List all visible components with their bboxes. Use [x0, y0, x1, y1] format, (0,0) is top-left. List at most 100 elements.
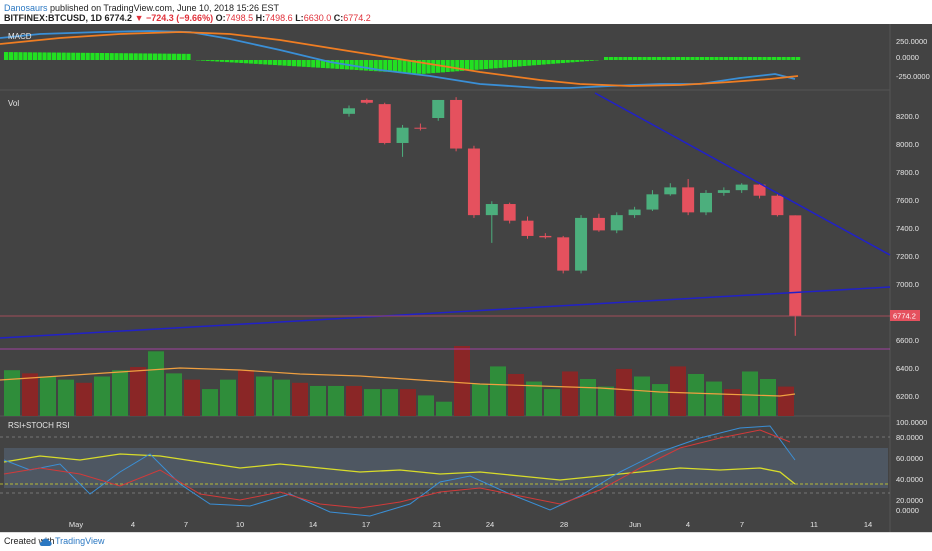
- price-axis-tick: 7000.0: [896, 280, 919, 289]
- volume-bar-up: [544, 389, 560, 416]
- macd-histogram-bar: [743, 57, 747, 60]
- macd-histogram-bar: [114, 53, 118, 60]
- volume-bar-up: [40, 377, 56, 417]
- date-axis-tick: 24: [486, 520, 494, 529]
- rsi-axis-tick: 40.0000: [896, 475, 923, 484]
- volume-bar-up: [634, 377, 650, 417]
- bullish-candle: [611, 215, 623, 230]
- volume-bar-up: [436, 402, 452, 416]
- macd-histogram-bar: [738, 57, 742, 60]
- date-axis-tick: 14: [864, 520, 872, 529]
- macd-histogram-bar: [306, 60, 310, 67]
- macd-histogram-bar: [62, 53, 66, 60]
- high-value: 7498.6: [265, 13, 293, 23]
- macd-histogram-bar: [52, 53, 56, 60]
- macd-histogram-bar: [297, 60, 301, 67]
- volume-bar-up: [112, 370, 128, 416]
- macd-histogram-bar: [618, 57, 622, 60]
- macd-histogram-bar: [786, 57, 790, 60]
- macd-histogram-bar: [426, 60, 430, 74]
- price-axis-tick: 7600.0: [896, 196, 919, 205]
- descending-trendline: [595, 93, 890, 255]
- open-value: 7498.5: [226, 13, 254, 23]
- bullish-candle: [700, 193, 712, 212]
- low-value: 6630.0: [304, 13, 332, 23]
- tradingview-logo-text[interactable]: TradingView: [55, 536, 105, 546]
- volume-bar-down: [76, 383, 92, 416]
- macd-histogram-bar: [767, 57, 771, 60]
- macd-histogram-bar: [527, 60, 531, 66]
- volume-bar-down: [238, 370, 254, 416]
- macd-histogram-bar: [556, 60, 560, 63]
- rsi-pane-label: RSI+STOCH RSI: [8, 421, 69, 430]
- macd-histogram-bar: [580, 60, 584, 62]
- macd-histogram-bar: [172, 54, 176, 60]
- bearish-candle: [789, 215, 801, 315]
- date-axis-tick: 10: [236, 520, 244, 529]
- macd-histogram-bar: [758, 57, 762, 60]
- macd-histogram-bar: [762, 57, 766, 60]
- volume-bar-down: [562, 371, 578, 416]
- macd-histogram-bar: [566, 60, 570, 63]
- volume-bar-down: [184, 380, 200, 416]
- macd-histogram-bar: [686, 57, 690, 60]
- macd-histogram-bar: [138, 53, 142, 60]
- price-axis-tick: 6600.0: [896, 336, 919, 345]
- macd-histogram-bar: [484, 60, 488, 69]
- date-axis-tick: 7: [184, 520, 188, 529]
- date-axis-tick: 28: [560, 520, 568, 529]
- volume-bar-down: [454, 346, 470, 416]
- macd-histogram-bar: [407, 60, 411, 73]
- chart-canvas[interactable]: 250.00000.0000-250.00008200.08000.07800.…: [0, 24, 932, 532]
- date-axis-tick: 17: [362, 520, 370, 529]
- volume-bar-up: [418, 395, 434, 416]
- macd-histogram-bar: [676, 57, 680, 60]
- volume-bar-down: [724, 389, 740, 416]
- macd-histogram-bar: [177, 54, 181, 60]
- bearish-candle: [557, 237, 569, 270]
- macd-histogram-bar: [182, 54, 186, 60]
- bullish-candle: [397, 128, 409, 143]
- volume-bar-down: [130, 367, 146, 416]
- macd-histogram-bar: [95, 53, 99, 60]
- macd-histogram-bar: [354, 60, 358, 70]
- macd-axis-tick: -250.0000: [896, 72, 930, 81]
- macd-axis-tick: 250.0000: [896, 37, 927, 46]
- price-axis-tick: 7200.0: [896, 252, 919, 261]
- macd-histogram-bar: [628, 57, 632, 60]
- macd-histogram-bar: [666, 57, 670, 60]
- macd-histogram-bar: [359, 60, 363, 70]
- macd-histogram-bar: [719, 57, 723, 60]
- macd-histogram-bar: [47, 52, 51, 60]
- bearish-candle: [468, 149, 480, 216]
- macd-histogram-bar: [153, 54, 157, 60]
- volume-bar-up: [310, 386, 326, 416]
- macd-histogram-bar: [105, 53, 109, 60]
- date-axis-tick: 14: [309, 520, 317, 529]
- volume-bar-up: [760, 379, 776, 416]
- macd-histogram-bar: [287, 60, 291, 66]
- price-axis-tick: 8200.0: [896, 112, 919, 121]
- low-label: L:: [295, 13, 304, 23]
- price-axis-tick: 8000.0: [896, 140, 919, 149]
- macd-histogram-bar: [431, 60, 435, 73]
- bearish-candle: [379, 104, 391, 143]
- volume-pane-label: Vol: [8, 99, 19, 108]
- volume-bar-up: [58, 380, 74, 416]
- macd-histogram-bar: [772, 57, 776, 60]
- macd-histogram-bar: [542, 60, 546, 65]
- macd-histogram-bar: [4, 52, 8, 60]
- macd-histogram-bar: [143, 53, 147, 60]
- macd-histogram-bar: [796, 57, 800, 60]
- macd-histogram-bar: [129, 53, 133, 60]
- macd-histogram-bar: [158, 54, 162, 60]
- macd-histogram-bar: [518, 60, 522, 66]
- bearish-candle: [682, 187, 694, 212]
- macd-histogram-bar: [393, 60, 397, 72]
- macd-histogram-bar: [57, 53, 61, 60]
- volume-bar-up: [220, 380, 236, 416]
- bearish-candle: [522, 221, 534, 236]
- tradingview-cloud-icon: [39, 536, 53, 547]
- author-link[interactable]: Danosaurs: [4, 3, 48, 13]
